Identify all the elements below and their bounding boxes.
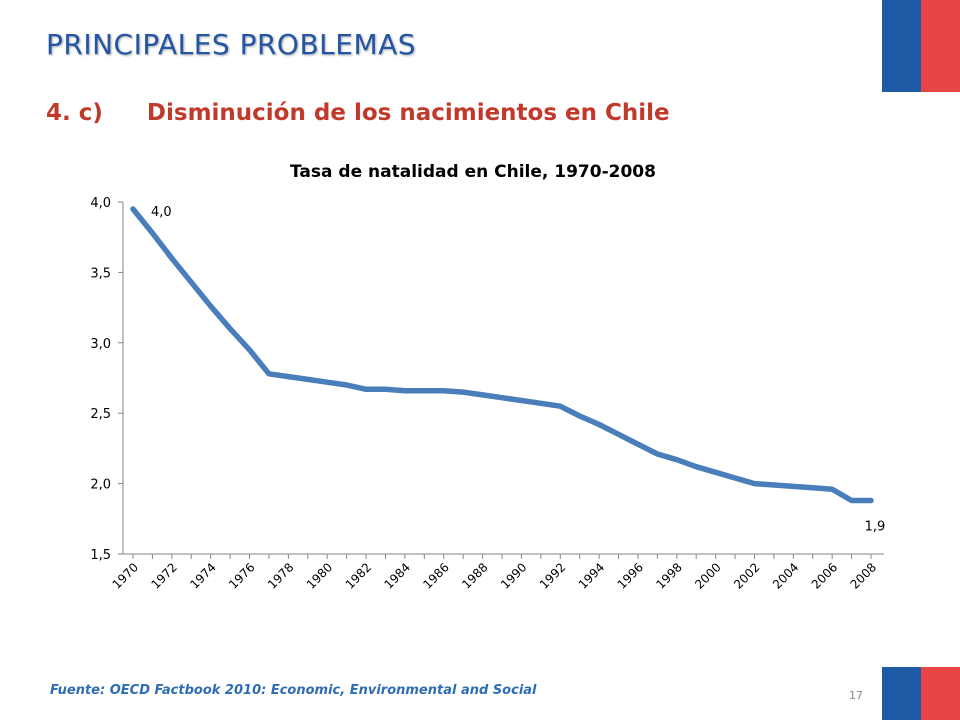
x-tick-label: 1982 <box>343 560 374 591</box>
chart-series <box>130 206 874 504</box>
x-tick-label: 1992 <box>537 560 568 591</box>
flag-red-stripe <box>921 0 960 92</box>
flag-red-stripe <box>921 667 960 720</box>
flag-decoration-top <box>882 0 960 92</box>
subtitle-number: 4. c) <box>46 100 103 126</box>
section-title: PRINCIPALES PROBLEMAS <box>46 28 417 61</box>
x-tick-label: 1970 <box>110 560 141 591</box>
slide-subtitle: 4. c) Disminución de los nacimientos en C… <box>46 100 670 126</box>
x-tick-label: 1972 <box>148 560 179 591</box>
x-tick-label: 1994 <box>576 560 607 591</box>
x-tick-label: 2004 <box>770 560 801 591</box>
x-tick-label: 1976 <box>226 560 257 591</box>
x-tick-label: 2002 <box>731 560 762 591</box>
source-note: Fuente: OECD Factbook 2010: Economic, En… <box>50 683 537 698</box>
subtitle-text: Disminución de los nacimientos en Chile <box>146 100 670 126</box>
x-axis-ticks: 1970 1972 1974 1976 1978 1980 1982 1984 1986 1988… <box>110 554 879 592</box>
series-line <box>130 206 874 504</box>
x-tick-label: 1978 <box>265 560 296 591</box>
y-tick-label: 3,0 <box>90 337 111 352</box>
flag-blue-stripe <box>882 667 921 720</box>
data-label: 4,0 <box>151 205 172 220</box>
y-axis-ticks: 4,0 3,5 3,0 2,5 2,0 1,5 <box>90 196 123 563</box>
y-tick-label: 2,0 <box>90 478 111 493</box>
flag-blue-stripe <box>882 0 921 92</box>
x-tick-label: 1980 <box>304 560 335 591</box>
chart-axes <box>122 202 884 555</box>
chart-title: Tasa de natalidad en Chile, 1970-2008 <box>290 162 656 182</box>
chart-annotations: 4,0 1,9 <box>151 205 885 534</box>
y-tick-label: 4,0 <box>90 196 111 211</box>
x-tick-label: 1998 <box>653 560 684 591</box>
x-tick-label: 1984 <box>382 560 413 591</box>
x-tick-label: 1988 <box>459 560 490 591</box>
flag-decoration-bottom <box>882 667 960 720</box>
page-number: 17 <box>849 689 863 702</box>
x-tick-label: 2006 <box>809 560 840 591</box>
x-tick-label: 2008 <box>848 560 879 591</box>
x-tick-label: 1996 <box>615 560 646 591</box>
x-tick-label: 2000 <box>692 560 723 591</box>
data-label: 1,9 <box>865 519 886 534</box>
x-tick-label: 1986 <box>420 560 451 591</box>
y-tick-label: 2,5 <box>90 407 111 422</box>
x-tick-label: 1974 <box>187 560 218 591</box>
y-tick-label: 1,5 <box>90 548 111 563</box>
x-tick-label: 1990 <box>498 560 529 591</box>
y-tick-label: 3,5 <box>90 266 111 281</box>
